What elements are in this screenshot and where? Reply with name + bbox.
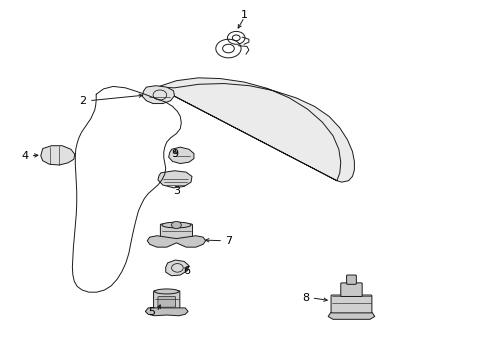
Text: 7: 7 bbox=[224, 236, 232, 246]
Polygon shape bbox=[158, 171, 192, 188]
Text: 2: 2 bbox=[79, 96, 86, 106]
Ellipse shape bbox=[154, 289, 179, 294]
Polygon shape bbox=[145, 308, 188, 316]
FancyBboxPatch shape bbox=[340, 283, 362, 296]
Polygon shape bbox=[157, 78, 354, 182]
Polygon shape bbox=[168, 147, 194, 163]
Polygon shape bbox=[327, 312, 374, 319]
Polygon shape bbox=[142, 86, 174, 104]
FancyBboxPatch shape bbox=[346, 275, 356, 284]
Circle shape bbox=[171, 221, 181, 229]
Text: 9: 9 bbox=[171, 149, 178, 158]
Polygon shape bbox=[165, 260, 189, 276]
Text: 6: 6 bbox=[183, 266, 190, 276]
Text: 4: 4 bbox=[21, 151, 28, 161]
FancyBboxPatch shape bbox=[158, 296, 175, 307]
Text: 5: 5 bbox=[148, 307, 155, 317]
FancyBboxPatch shape bbox=[153, 291, 180, 309]
Polygon shape bbox=[41, 146, 75, 165]
Ellipse shape bbox=[162, 222, 191, 228]
FancyBboxPatch shape bbox=[330, 295, 371, 313]
Text: 3: 3 bbox=[173, 186, 180, 196]
Polygon shape bbox=[147, 236, 205, 247]
Text: 1: 1 bbox=[241, 10, 247, 20]
FancyBboxPatch shape bbox=[160, 224, 192, 240]
Text: 8: 8 bbox=[302, 293, 309, 303]
